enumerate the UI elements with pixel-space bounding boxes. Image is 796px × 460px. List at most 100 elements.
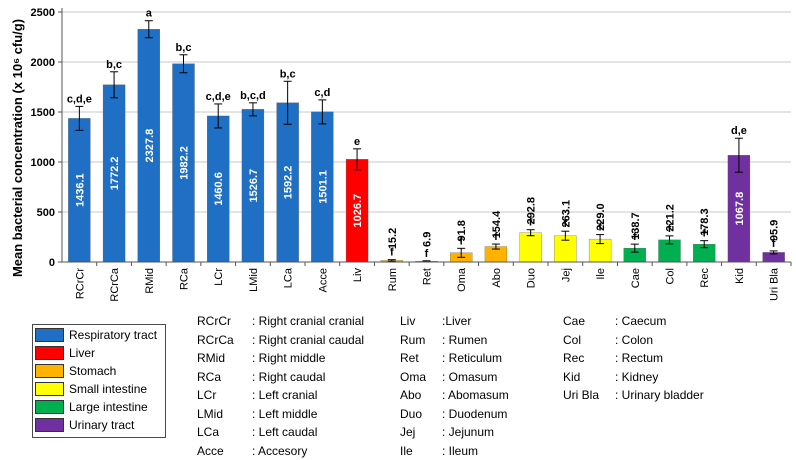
abbreviation-code: RMid bbox=[197, 349, 252, 368]
abbreviation-row: Kid: Kidney bbox=[563, 368, 704, 387]
category-label: Ile bbox=[595, 268, 607, 280]
value-label: 1067.8 bbox=[734, 192, 746, 226]
category-label: Rec bbox=[699, 268, 711, 288]
value-label: 292.8 bbox=[526, 197, 538, 225]
value-label: 178.3 bbox=[699, 208, 711, 236]
abbreviation-definition: : Left cranial bbox=[252, 386, 317, 405]
abbreviation-definition: : Colon bbox=[615, 331, 653, 350]
category-label: RCrCa bbox=[109, 267, 121, 301]
significance-label: e bbox=[354, 136, 360, 148]
legend-label: Respiratory tract bbox=[69, 328, 157, 342]
abbreviation-code: Acce bbox=[197, 442, 252, 460]
category-label: RCa bbox=[179, 267, 191, 290]
legend-label: Stomach bbox=[69, 364, 116, 378]
value-label: 1592.2 bbox=[283, 166, 295, 200]
bar-chart: c,d,e1436.1b,c1772.2a2327.8b,c1982.2c,d,… bbox=[0, 0, 796, 310]
legend-item: Stomach bbox=[33, 363, 116, 379]
category-label: RMid bbox=[144, 268, 156, 294]
abbreviation-code: RCrCr bbox=[197, 312, 252, 331]
abbreviation-definition: : Reticulum bbox=[442, 349, 502, 368]
legend-swatch bbox=[35, 328, 64, 342]
abbreviation-row: Rum: Rumen bbox=[400, 331, 509, 350]
abbreviation-row: RCa: Right caudal bbox=[197, 368, 364, 387]
legend-item: Urinary tract bbox=[33, 417, 134, 433]
value-label: 91.8 bbox=[456, 220, 468, 241]
abbreviation-row: Cae: Caecum bbox=[563, 312, 704, 331]
y-tick-label: 2500 bbox=[31, 7, 55, 19]
abbreviation-code: Ret bbox=[400, 349, 442, 368]
category-label: RCrCr bbox=[74, 268, 86, 299]
value-label: 1772.2 bbox=[109, 157, 121, 191]
abbreviation-definition: : Left middle bbox=[252, 405, 317, 424]
abbreviation-definition: : Urinary bladder bbox=[615, 386, 704, 405]
y-tick-label: 2000 bbox=[31, 57, 55, 69]
y-tick-label: 1000 bbox=[31, 157, 55, 169]
abbreviation-code: Uri Bla bbox=[563, 386, 615, 405]
value-label: 1436.1 bbox=[74, 173, 86, 207]
abbreviation-row: Jej: Jejunum bbox=[400, 423, 509, 442]
abbreviation-code: LCr bbox=[197, 386, 252, 405]
category-label: Rum bbox=[387, 268, 399, 291]
significance-label: b,c bbox=[280, 68, 296, 80]
abbreviation-definition: : Jejunum bbox=[442, 423, 494, 442]
legend-label: Small intestine bbox=[69, 382, 147, 396]
category-label: Col bbox=[665, 268, 677, 285]
abbreviation-definition: : Duodenum bbox=[442, 405, 507, 424]
abbreviation-definition: : Caecum bbox=[615, 312, 666, 331]
legend-label: Large intestine bbox=[69, 400, 148, 414]
category-label: Abo bbox=[491, 268, 503, 288]
gridlines bbox=[62, 12, 791, 212]
value-label: 221.2 bbox=[665, 204, 677, 232]
abbreviation-definition: : Rectum bbox=[615, 349, 663, 368]
abbreviation-definition: : Left caudal bbox=[252, 423, 317, 442]
abbreviation-code: Oma bbox=[400, 368, 442, 387]
abbreviation-code: Liv bbox=[400, 312, 442, 331]
abbreviation-code: Abo bbox=[400, 386, 442, 405]
category-label: Liv bbox=[352, 268, 364, 283]
value-label: 95.9 bbox=[769, 220, 781, 241]
abbreviation-row: Duo: Duodenum bbox=[400, 405, 509, 424]
abbreviation-definition: : Right cranial cranial bbox=[252, 312, 364, 331]
abbreviation-definition: : Kidney bbox=[615, 368, 658, 387]
abbreviation-row: LCa: Left caudal bbox=[197, 423, 364, 442]
value-label: 138.7 bbox=[630, 212, 642, 240]
category-label: Duo bbox=[526, 268, 538, 288]
significance-label: d,e bbox=[731, 125, 747, 137]
significance-label: c,d bbox=[314, 87, 330, 99]
significance-label: b,c,d bbox=[240, 90, 266, 102]
value-label: 1501.1 bbox=[317, 170, 329, 204]
abbreviation-code: Kid bbox=[563, 368, 615, 387]
category-label: Kid bbox=[734, 268, 746, 284]
y-tick-label: 0 bbox=[49, 257, 55, 269]
value-label: 1982.2 bbox=[179, 146, 191, 180]
abbreviation-definition: : Right cranial caudal bbox=[252, 331, 364, 350]
legend-swatch bbox=[35, 382, 64, 396]
category-label: Oma bbox=[456, 267, 468, 292]
value-label: 1460.6 bbox=[213, 172, 225, 206]
abbreviation-row: Liv:Liver bbox=[400, 312, 509, 331]
abbreviation-row: LMid: Left middle bbox=[197, 405, 364, 424]
category-label: Ret bbox=[422, 268, 434, 285]
abbreviation-code: RCa bbox=[197, 368, 252, 387]
abbreviation-row: RMid: Right middle bbox=[197, 349, 364, 368]
abbreviation-row: LCr: Left cranial bbox=[197, 386, 364, 405]
abbreviation-row: Uri Bla: Urinary bladder bbox=[563, 386, 704, 405]
abbreviation-row: Ret: Reticulum bbox=[400, 349, 509, 368]
legend-swatch bbox=[35, 400, 64, 414]
category-label: Acce bbox=[317, 268, 329, 292]
legend-swatch bbox=[35, 418, 64, 432]
abbreviation-row: RCrCr: Right cranial cranial bbox=[197, 312, 364, 331]
category-label: LMid bbox=[248, 268, 260, 292]
category-label: Uri Bla bbox=[769, 267, 781, 301]
legend-item: Small intestine bbox=[33, 381, 147, 397]
significance-label: c,d,e bbox=[67, 93, 92, 105]
abbreviation-row: Oma: Omasum bbox=[400, 368, 509, 387]
abbreviation-row: RCrCa: Right cranial caudal bbox=[197, 331, 364, 350]
y-tick-label: 500 bbox=[37, 207, 55, 219]
abbreviation-code: Jej bbox=[400, 423, 442, 442]
abbreviation-code: RCrCa bbox=[197, 331, 252, 350]
